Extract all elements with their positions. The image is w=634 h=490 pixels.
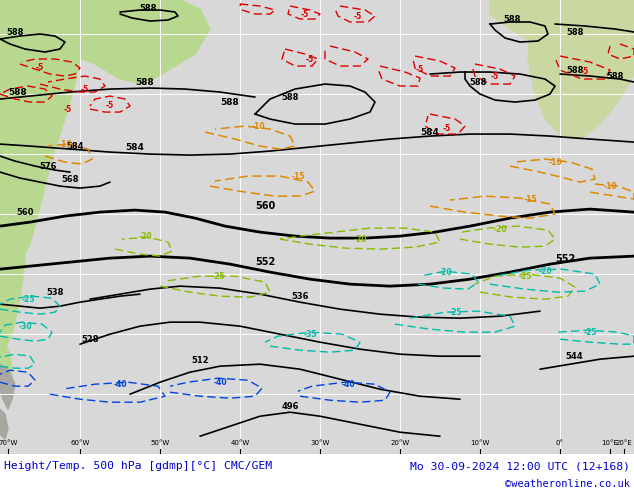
Text: -20: -20 [493,224,507,234]
Text: 538: 538 [46,288,63,296]
Text: 588: 588 [281,93,299,101]
Text: Height/Temp. 500 hPa [gdmp][°C] CMC/GEM: Height/Temp. 500 hPa [gdmp][°C] CMC/GEM [4,461,272,471]
Text: -5: -5 [416,65,424,74]
Polygon shape [0,204,25,349]
Text: 536: 536 [291,292,309,301]
Text: -15: -15 [291,172,305,181]
Text: -25: -25 [583,328,597,337]
Text: 588: 588 [606,72,624,80]
Text: -5: -5 [36,63,44,72]
Text: 10°E: 10°E [602,440,618,446]
Text: -35: -35 [303,330,317,339]
Text: 20°E: 20°E [616,440,632,446]
Text: -25: -25 [448,308,462,317]
Text: 552: 552 [555,254,575,264]
Text: 544: 544 [565,352,583,361]
Text: Mo 30-09-2024 12:00 UTC (12+168): Mo 30-09-2024 12:00 UTC (12+168) [410,461,630,471]
Text: 70°W: 70°W [0,440,18,446]
Text: -5: -5 [306,54,314,64]
Text: -5: -5 [581,67,589,75]
Text: -10: -10 [548,158,562,167]
Text: -25: -25 [211,271,224,281]
Text: -40: -40 [341,380,355,389]
Text: 576: 576 [39,162,57,171]
Text: -5: -5 [64,104,72,114]
Text: 588: 588 [9,88,27,97]
Text: 50°W: 50°W [150,440,170,446]
Text: 584: 584 [126,143,145,151]
Text: 0°: 0° [556,440,564,446]
Text: -5: -5 [354,11,362,21]
Text: 588: 588 [136,77,154,87]
Polygon shape [0,339,12,384]
Text: 568: 568 [61,174,79,184]
Text: -5: -5 [301,9,309,19]
Polygon shape [0,409,8,439]
Text: 20°W: 20°W [391,440,410,446]
Text: 584: 584 [420,127,439,137]
Text: -10: -10 [251,122,265,130]
Text: 560: 560 [16,208,34,217]
Text: 588: 588 [6,27,23,37]
Text: -25: -25 [22,294,35,304]
Text: 560: 560 [255,201,275,211]
Text: 588: 588 [566,66,584,74]
Text: -20: -20 [138,232,152,241]
Text: -20: -20 [353,235,367,244]
Text: -20: -20 [438,268,452,277]
Text: -5: -5 [81,85,89,94]
Text: 552: 552 [255,257,275,267]
Polygon shape [55,0,185,39]
Polygon shape [0,0,80,259]
Polygon shape [0,0,210,84]
Text: 10°W: 10°W [470,440,489,446]
Text: -40: -40 [213,378,227,387]
Text: 512: 512 [191,356,209,365]
Text: 588: 588 [566,27,584,37]
Text: 588: 588 [469,77,487,87]
Text: -40: -40 [113,380,127,389]
Text: -25: -25 [518,271,532,281]
Polygon shape [528,0,634,139]
Text: 584: 584 [66,142,84,150]
Text: 40°W: 40°W [230,440,250,446]
Text: -10: -10 [603,182,617,191]
Text: -5: -5 [443,123,451,133]
Text: -10: -10 [58,140,72,148]
Text: 528: 528 [81,335,99,343]
Text: -20: -20 [538,267,552,276]
Polygon shape [0,364,15,409]
Text: 588: 588 [139,3,157,13]
Text: -5: -5 [491,72,499,80]
Text: 30°W: 30°W [310,440,330,446]
Text: 496: 496 [281,402,299,411]
Text: -5: -5 [106,100,114,110]
Text: -15: -15 [523,195,537,204]
Text: 60°W: 60°W [70,440,89,446]
Polygon shape [490,0,634,54]
Text: ©weatheronline.co.uk: ©weatheronline.co.uk [505,479,630,489]
Text: 588: 588 [503,15,521,24]
Text: 588: 588 [221,98,240,106]
Text: -30: -30 [18,321,32,331]
